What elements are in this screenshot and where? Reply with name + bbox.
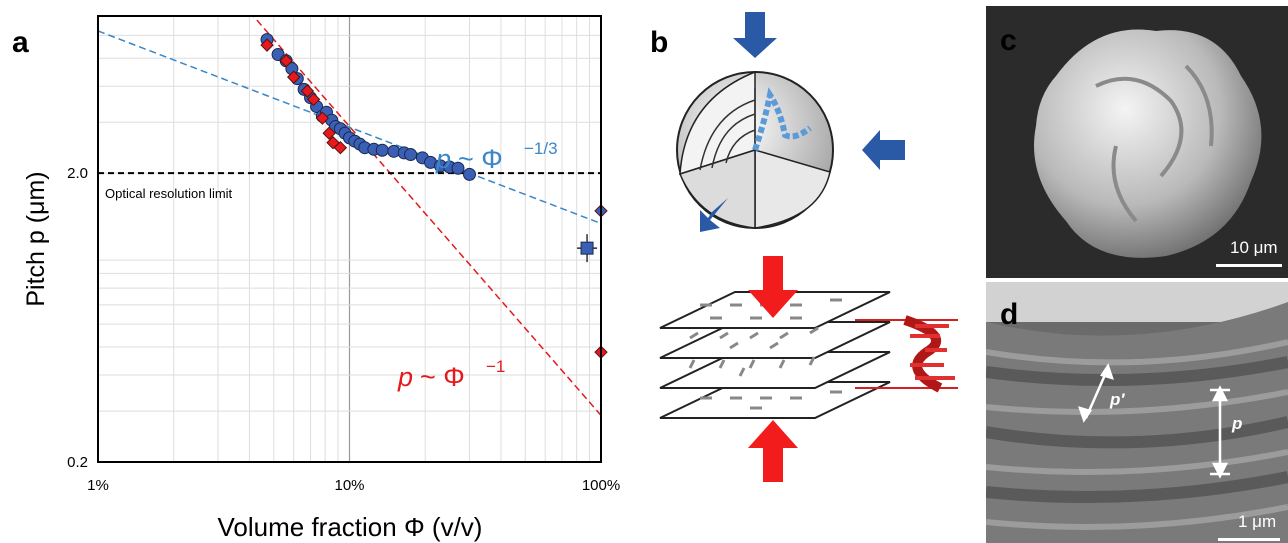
helix-inset <box>855 315 958 393</box>
data-point-diamond <box>333 140 348 155</box>
data-point-diamond <box>300 84 315 98</box>
scale-bar-label-d: 1 μm <box>1238 512 1277 531</box>
fit-line-1 <box>252 16 601 416</box>
data-point-diamond <box>322 126 336 140</box>
fit-label-cube-root: p ~ Φ −1/3 <box>435 139 558 174</box>
data-point-square <box>580 241 594 255</box>
data-point-diamond <box>315 111 330 125</box>
x-tick-label: 10% <box>334 477 364 494</box>
panel-letter-d: d <box>1000 298 1019 331</box>
data-point-diamond <box>279 54 293 68</box>
label-p: p <box>1232 414 1243 433</box>
panel-letter-b: b <box>650 26 669 59</box>
svg-text:p: p <box>435 144 451 174</box>
data-point-circle <box>375 143 389 157</box>
sem-image-particle: c 10 μm <box>986 6 1288 278</box>
optical-resolution-label: Optical resolution limit <box>105 186 233 201</box>
svg-text:~ Φ: ~ Φ <box>420 362 465 392</box>
x-tick-label: 1% <box>87 477 109 494</box>
sphere-schematic <box>676 70 834 229</box>
y-tick-label: 2.0 <box>67 165 88 182</box>
compression-arrows-red <box>748 256 798 482</box>
fit-lines <box>98 16 601 416</box>
fit-label-inverse: p ~ Φ −1 <box>397 357 505 392</box>
data-point-diamond <box>306 92 321 107</box>
tick-labels: 1% 10% 100% 0.2 2.0 <box>67 165 620 494</box>
layer-rods <box>688 298 842 410</box>
label-p-prime: p′ <box>1110 390 1125 409</box>
data-point-circle <box>462 167 476 181</box>
schematic-panel-b <box>659 12 958 482</box>
panel-letter-a: a <box>12 26 29 59</box>
panel-letter-c: c <box>1000 24 1017 57</box>
data-point-circle <box>404 148 418 162</box>
y-axis-label: Pitch p (μm) <box>22 171 50 306</box>
plot-frame <box>97 15 602 463</box>
grid-lines <box>98 16 601 462</box>
scale-bar-label-c: 10 μm <box>1230 238 1278 257</box>
svg-text:−1/3: −1/3 <box>524 139 558 158</box>
svg-text:p: p <box>397 362 413 392</box>
svg-text:~ Φ: ~ Φ <box>458 144 503 174</box>
data-point-diamond <box>260 38 274 52</box>
scale-bar-c <box>1216 264 1282 267</box>
data-point-diamond <box>286 70 301 84</box>
y-tick-label: 0.2 <box>67 454 88 471</box>
scale-bar-d <box>1218 538 1280 541</box>
x-axis-label: Volume fraction Φ (v/v) <box>218 512 483 542</box>
sem-image-cross-section: d p′ p 1 μm <box>986 282 1288 543</box>
fit-line-0 <box>98 30 601 225</box>
svg-text:−1: −1 <box>486 357 505 376</box>
data-point-circle <box>451 161 465 175</box>
compression-arrows-blue <box>700 12 905 232</box>
x-tick-label: 100% <box>582 477 620 494</box>
pitch-vs-volume-fraction-chart: Optical resolution limit 1% 10% 100% 0.2 2.0… <box>22 15 620 542</box>
